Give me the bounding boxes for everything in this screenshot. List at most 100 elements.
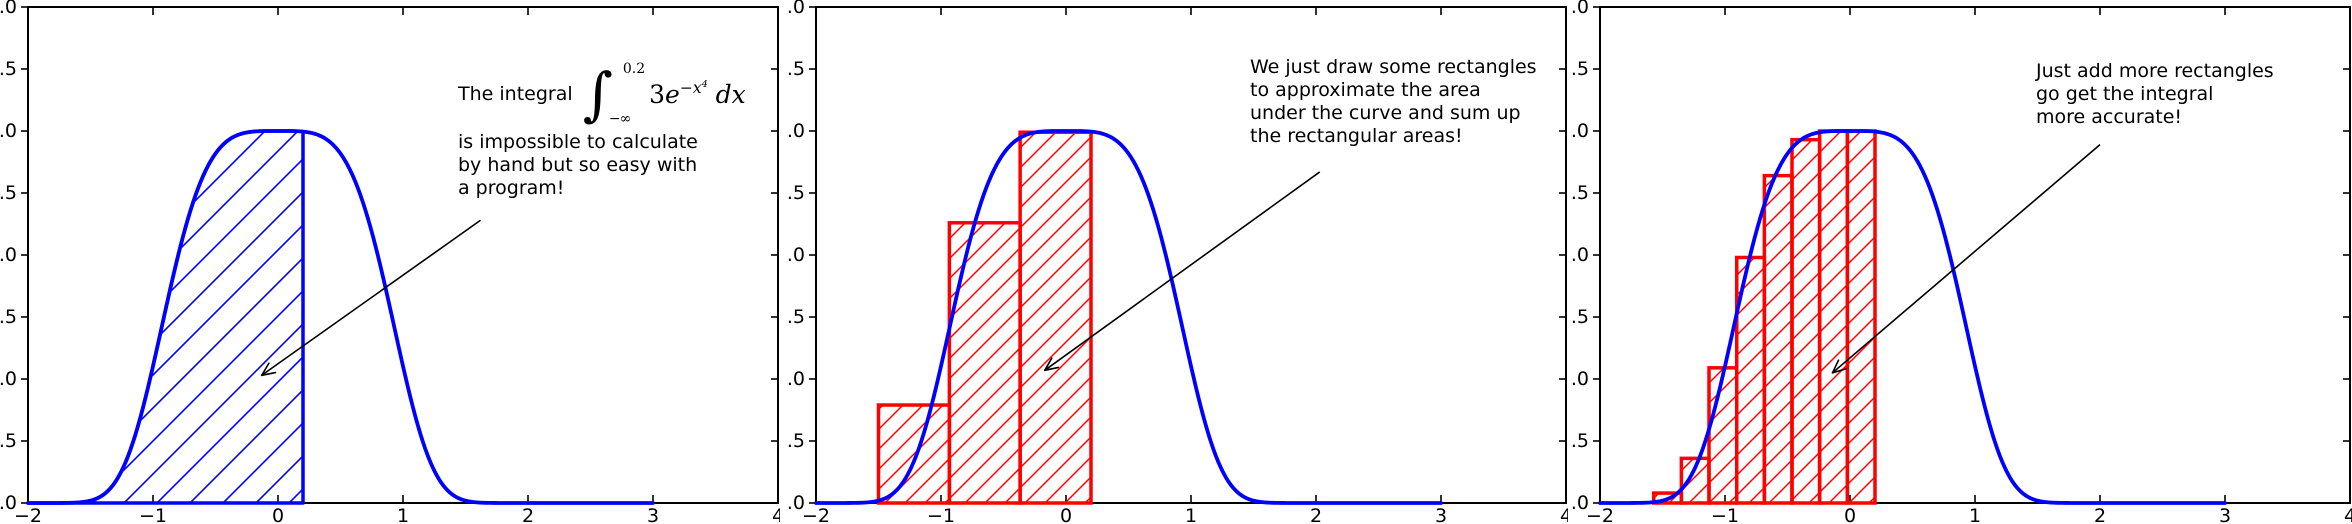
integral-formula: The integral ∫ 0.2 −∞ 3e−x4 dx [458, 62, 746, 126]
y-tick-label: 3.0 [1572, 120, 1589, 142]
x-tick-label: 4 [772, 505, 780, 524]
annotation-line: the rectangular areas! [1250, 125, 1463, 147]
y-tick-label: 0.0 [0, 492, 17, 514]
left-plot-annotation: The integral ∫ 0.2 −∞ 3e−x4 dx is impossi… [458, 62, 746, 200]
right-plot-annotation: Just add more rectangles go get the inte… [2036, 60, 2274, 129]
arrow-shaft [1044, 171, 1321, 371]
integrand-exponent: −x4 [680, 79, 708, 97]
x-tick-label: −1 [1711, 505, 1739, 524]
y-tick-label: 2.0 [788, 244, 805, 266]
annotation-arrow [1831, 144, 2101, 374]
y-tick-label: 3.5 [788, 58, 805, 80]
arrow-head-barb [1043, 357, 1053, 372]
y-tick-label: 0.5 [0, 430, 17, 452]
curve-line [814, 129, 1443, 505]
y-tick-label: 4.0 [0, 0, 17, 18]
integral-glyph: ∫ [582, 60, 613, 128]
middle-plot-canvas: −2 −1 0 1 2 3 4 0.0 0.5 1.0 1.5 2.0 2.5 3.0 3.5 4.0 [788, 0, 1568, 524]
approx-rectangle [876, 403, 952, 505]
curve-line [26, 129, 655, 505]
arrow-head-barb [260, 362, 270, 377]
integrand-exponent-base: −x [679, 79, 702, 98]
annotation-line: under the curve and sum up [1250, 102, 1521, 124]
arrow-shaft [261, 219, 481, 376]
annotation-intro-text: The integral [458, 82, 573, 105]
x-tick-label: 2 [1310, 505, 1322, 524]
x-tick-label: 1 [397, 505, 409, 524]
integrand-coefficient: 3 [649, 79, 666, 109]
arrow-head-barb [1831, 359, 1840, 374]
right-plot-canvas: −2 −1 0 1 2 3 4 0.0 0.5 1.0 1.5 2.0 2.5 3.0 3.5 4.0 [1572, 0, 2352, 524]
y-tick-label: 1.5 [788, 306, 805, 328]
y-tick-label: 2.5 [0, 182, 17, 204]
x-tick-label: 2 [2094, 505, 2106, 524]
annotation-line: a program! [458, 177, 565, 199]
y-tick-label: 0.5 [788, 430, 805, 452]
y-tick-label: 3.5 [0, 58, 17, 80]
plot-panel-right: −2 −1 0 1 2 3 4 0.0 0.5 1.0 1.5 2.0 2.5 3.0 3.5 4.0 Jus… [1572, 0, 2352, 524]
approx-rectangle [1790, 137, 1822, 505]
y-tick-label: 2.5 [788, 182, 805, 204]
integral-lower-limit: −∞ [608, 111, 631, 127]
x-tick-label: 0 [1844, 505, 1856, 524]
y-tick-label: 3.0 [788, 120, 805, 142]
x-tick-label: 1 [1185, 505, 1197, 524]
middle-plot-annotation: We just draw some rectangles to approxim… [1250, 56, 1537, 148]
annotation-line: go get the integral [2036, 83, 2214, 105]
y-tick-label: 1.0 [788, 368, 805, 390]
y-tick-label: 2.0 [1572, 244, 1589, 266]
x-tick-label: 4 [2344, 505, 2352, 524]
x-tick-label: 3 [2219, 505, 2231, 524]
integral-differential: dx [715, 79, 746, 109]
x-tick-label: 1 [1969, 505, 1981, 524]
y-tick-label: 4.0 [1572, 0, 1589, 18]
approx-rectangle [1817, 129, 1850, 505]
plot-panel-middle: −2 −1 0 1 2 3 4 0.0 0.5 1.0 1.5 2.0 2.5 3.0 3.5 4.0 We … [788, 0, 1568, 524]
y-tick-label: 3.0 [0, 120, 17, 142]
integrand-exponent-power: 4 [701, 79, 708, 91]
y-tick-label: 1.0 [0, 368, 17, 390]
integral-upper-limit: 0.2 [622, 61, 646, 77]
arrow-head-barb [260, 371, 277, 377]
approx-rectangle [1762, 173, 1794, 505]
y-tick-label: 0.0 [1572, 492, 1589, 514]
annotation-arrow [260, 219, 481, 377]
integrand-expression: 3e−x4 dx [649, 79, 746, 109]
plot-panel-left: −2 −1 0 1 2 3 4 0.0 0.5 1.0 1.5 2.0 2.5 3.0 3.5 4.0 The… [0, 0, 780, 524]
arrow-head-barb [1831, 368, 1847, 374]
x-tick-label: −2 [14, 505, 42, 524]
x-tick-label: 4 [1560, 505, 1568, 524]
annotation-line: to approximate the area [1250, 79, 1481, 101]
y-tick-label: 1.0 [1572, 368, 1589, 390]
annotation-arrow [1043, 171, 1321, 372]
x-tick-label: 0 [1060, 505, 1072, 524]
y-tick-label: 2.0 [0, 244, 17, 266]
y-tick-label: 3.5 [1572, 58, 1589, 80]
approx-rectangle [1845, 129, 1877, 505]
x-tick-label: −1 [927, 505, 955, 524]
approx-rectangle [947, 221, 1022, 505]
arrow-head-barb [1043, 366, 1060, 372]
approx-rectangle [1707, 366, 1739, 505]
y-tick-label: 4.0 [788, 0, 805, 18]
x-tick-label: −2 [802, 505, 830, 524]
x-tick-label: −2 [1586, 505, 1614, 524]
annotation-line: more accurate! [2036, 106, 2183, 128]
x-tick-label: 0 [272, 505, 284, 524]
left-plot-canvas: −2 −1 0 1 2 3 4 0.0 0.5 1.0 1.5 2.0 2.5 3.0 3.5 4.0 [0, 0, 780, 524]
annotation-line: Just add more rectangles [2036, 60, 2274, 82]
y-tick-label: 1.5 [1572, 306, 1589, 328]
annotation-line: is impossible to calculate [458, 131, 698, 153]
integrand-base: e [665, 79, 680, 109]
integral-symbol: ∫ 0.2 −∞ [583, 62, 645, 126]
x-tick-label: −1 [139, 505, 167, 524]
annotation-line: We just draw some rectangles [1250, 56, 1537, 78]
x-tick-label: 3 [1435, 505, 1447, 524]
y-tick-label: 1.5 [0, 306, 17, 328]
curve-line [1598, 129, 2227, 505]
x-tick-label: 2 [522, 505, 534, 524]
annotation-line: by hand but so easy with [458, 154, 698, 176]
y-tick-label: 2.5 [1572, 182, 1589, 204]
y-tick-label: 0.5 [1572, 430, 1589, 452]
x-tick-label: 3 [647, 505, 659, 524]
